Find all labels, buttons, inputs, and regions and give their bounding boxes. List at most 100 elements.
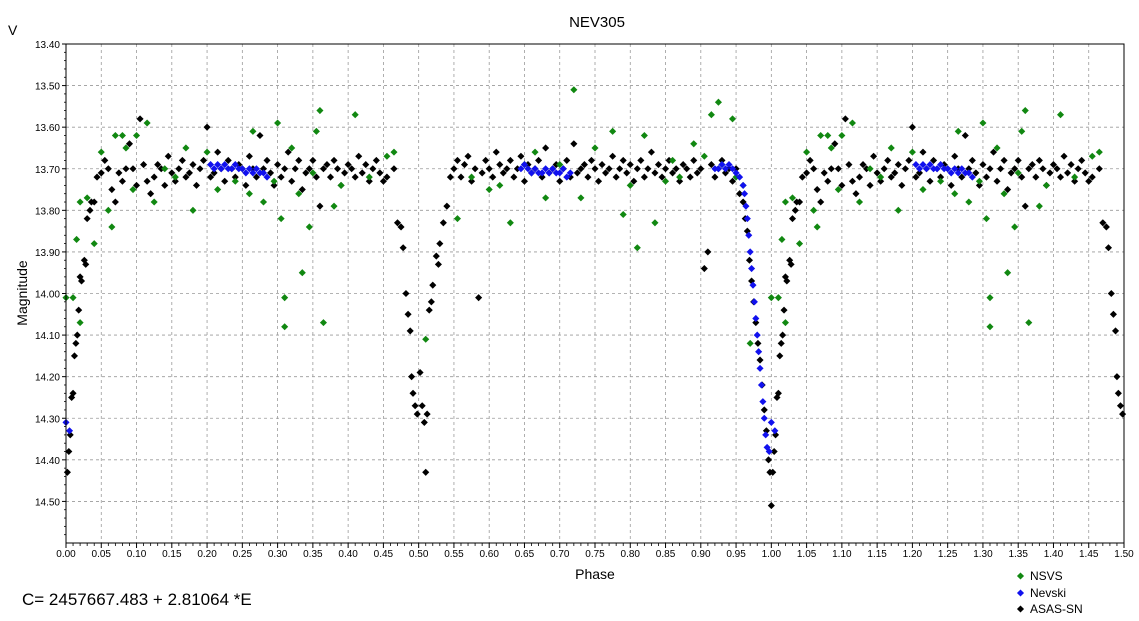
data-point-asas-sn bbox=[1060, 152, 1068, 160]
data-point-asas-sn bbox=[619, 156, 627, 164]
y-tick-label: 14.20 bbox=[35, 373, 60, 384]
data-point-asas-sn bbox=[147, 190, 155, 198]
x-tick-label: 0.80 bbox=[621, 549, 641, 560]
data-point-asas-sn bbox=[769, 468, 777, 476]
data-point-asas-sn bbox=[982, 173, 990, 181]
data-point-nsvs bbox=[729, 115, 737, 123]
x-tick-label: 1.40 bbox=[1044, 549, 1064, 560]
y-axis-label: Magnitude bbox=[14, 260, 30, 326]
data-point-nevski bbox=[207, 161, 215, 169]
data-point-nevski bbox=[760, 414, 768, 422]
data-point-asas-sn bbox=[439, 219, 447, 227]
data-point-nevski bbox=[221, 161, 229, 169]
data-point-asas-sn bbox=[520, 177, 529, 185]
data-point-asas-sn bbox=[185, 169, 193, 177]
data-point-nsvs bbox=[1014, 169, 1022, 177]
data-point-asas-sn bbox=[182, 173, 190, 181]
data-point-asas-sn bbox=[1035, 156, 1043, 164]
data-point-nsvs bbox=[104, 206, 112, 214]
data-point-asas-sn bbox=[118, 177, 126, 185]
data-point-asas-sn bbox=[471, 165, 479, 173]
data-point-nevski bbox=[214, 161, 222, 169]
data-point-nevski bbox=[922, 165, 931, 173]
data-point-asas-sn bbox=[908, 123, 916, 131]
data-point-nsvs bbox=[986, 323, 994, 331]
data-point-nsvs bbox=[827, 144, 835, 152]
data-point-asas-sn bbox=[1007, 169, 1015, 177]
data-point-asas-sn bbox=[210, 169, 218, 177]
x-tick-label: 1.45 bbox=[1079, 549, 1099, 560]
data-point-nsvs bbox=[824, 131, 832, 140]
data-point-asas-sn bbox=[503, 165, 511, 173]
data-point-nsvs bbox=[231, 177, 239, 185]
data-point-asas-sn bbox=[760, 406, 768, 414]
data-point-nsvs bbox=[383, 152, 391, 160]
data-point-nevski bbox=[756, 364, 764, 372]
y-axis-ticks: 13.40 13.50 13.60 13.70 13.80 13.90 14.00 14.10… bbox=[35, 40, 66, 536]
data-point-asas-sn bbox=[383, 173, 391, 181]
data-point-asas-sn bbox=[803, 169, 811, 177]
data-point-asas-sn bbox=[1113, 373, 1121, 381]
data-point-asas-sn bbox=[779, 331, 787, 339]
data-point-asas-sn bbox=[894, 161, 902, 169]
x-tick-label: 0.60 bbox=[479, 549, 499, 560]
x-tick-label: 0.30 bbox=[268, 549, 288, 560]
data-point-nsvs bbox=[577, 194, 585, 202]
data-point-asas-sn bbox=[616, 165, 624, 173]
data-point-asas-sn bbox=[334, 165, 342, 173]
data-point-asas-sn bbox=[791, 206, 799, 214]
data-point-nsvs bbox=[319, 319, 327, 327]
data-point-asas-sn bbox=[312, 173, 320, 181]
data-point-asas-sn bbox=[972, 169, 980, 177]
data-point-asas-sn bbox=[436, 240, 444, 248]
data-point-asas-sn bbox=[316, 202, 324, 210]
data-point-asas-sn bbox=[1021, 202, 1029, 210]
data-point-nsvs bbox=[76, 319, 84, 327]
data-point-asas-sn bbox=[1018, 173, 1026, 181]
data-point-asas-sn bbox=[358, 169, 366, 177]
legend-label-nsvs: NSVS bbox=[1030, 569, 1063, 583]
data-point-nsvs bbox=[796, 240, 804, 248]
data-point-nsvs bbox=[919, 186, 927, 194]
data-point-nsvs bbox=[813, 223, 821, 231]
data-point-nsvs bbox=[76, 198, 84, 206]
x-tick-label: 0.45 bbox=[374, 549, 394, 560]
x-tick-label: 0.25 bbox=[233, 549, 253, 560]
x-tick-label: 0.05 bbox=[92, 549, 112, 560]
data-point-asas-sn bbox=[806, 156, 814, 164]
data-point-nevski bbox=[242, 169, 250, 177]
data-point-asas-sn bbox=[399, 244, 407, 252]
ephemeris-formula: C= 2457667.483 + 2.81064 *E bbox=[22, 590, 252, 609]
data-point-asas-sn bbox=[752, 319, 760, 327]
data-point-asas-sn bbox=[355, 152, 363, 160]
data-point-asas-sn bbox=[605, 165, 613, 173]
data-point-nsvs bbox=[171, 173, 179, 181]
data-point-nsvs bbox=[453, 215, 461, 223]
data-point-nsvs bbox=[203, 148, 211, 156]
data-point-asas-sn bbox=[767, 502, 775, 510]
data-point-asas-sn bbox=[411, 402, 419, 410]
data-point-asas-sn bbox=[989, 148, 998, 156]
data-point-asas-sn bbox=[1039, 165, 1047, 173]
data-point-asas-sn bbox=[721, 169, 730, 177]
data-point-asas-sn bbox=[168, 169, 176, 177]
data-point-nevski bbox=[249, 169, 257, 177]
data-point-asas-sn bbox=[877, 177, 885, 185]
data-point-nevski bbox=[531, 165, 539, 173]
data-point-asas-sn bbox=[776, 352, 784, 360]
data-point-nsvs bbox=[1018, 127, 1026, 135]
y-tick-label: 13.80 bbox=[35, 206, 60, 217]
data-point-asas-sn bbox=[154, 161, 162, 169]
data-point-asas-sn bbox=[111, 198, 119, 206]
data-point-nevski bbox=[736, 173, 744, 181]
data-point-nevski bbox=[958, 165, 966, 173]
data-point-asas-sn bbox=[189, 161, 197, 169]
data-point-asas-sn bbox=[644, 165, 652, 173]
data-point-nevski bbox=[545, 169, 553, 177]
data-point-nsvs bbox=[108, 223, 116, 231]
data-point-asas-sn bbox=[506, 156, 514, 164]
x-tick-label: 0.65 bbox=[515, 549, 535, 560]
data-point-asas-sn bbox=[129, 165, 137, 173]
data-point-nevski bbox=[566, 169, 574, 177]
data-point-nsvs bbox=[485, 186, 493, 194]
